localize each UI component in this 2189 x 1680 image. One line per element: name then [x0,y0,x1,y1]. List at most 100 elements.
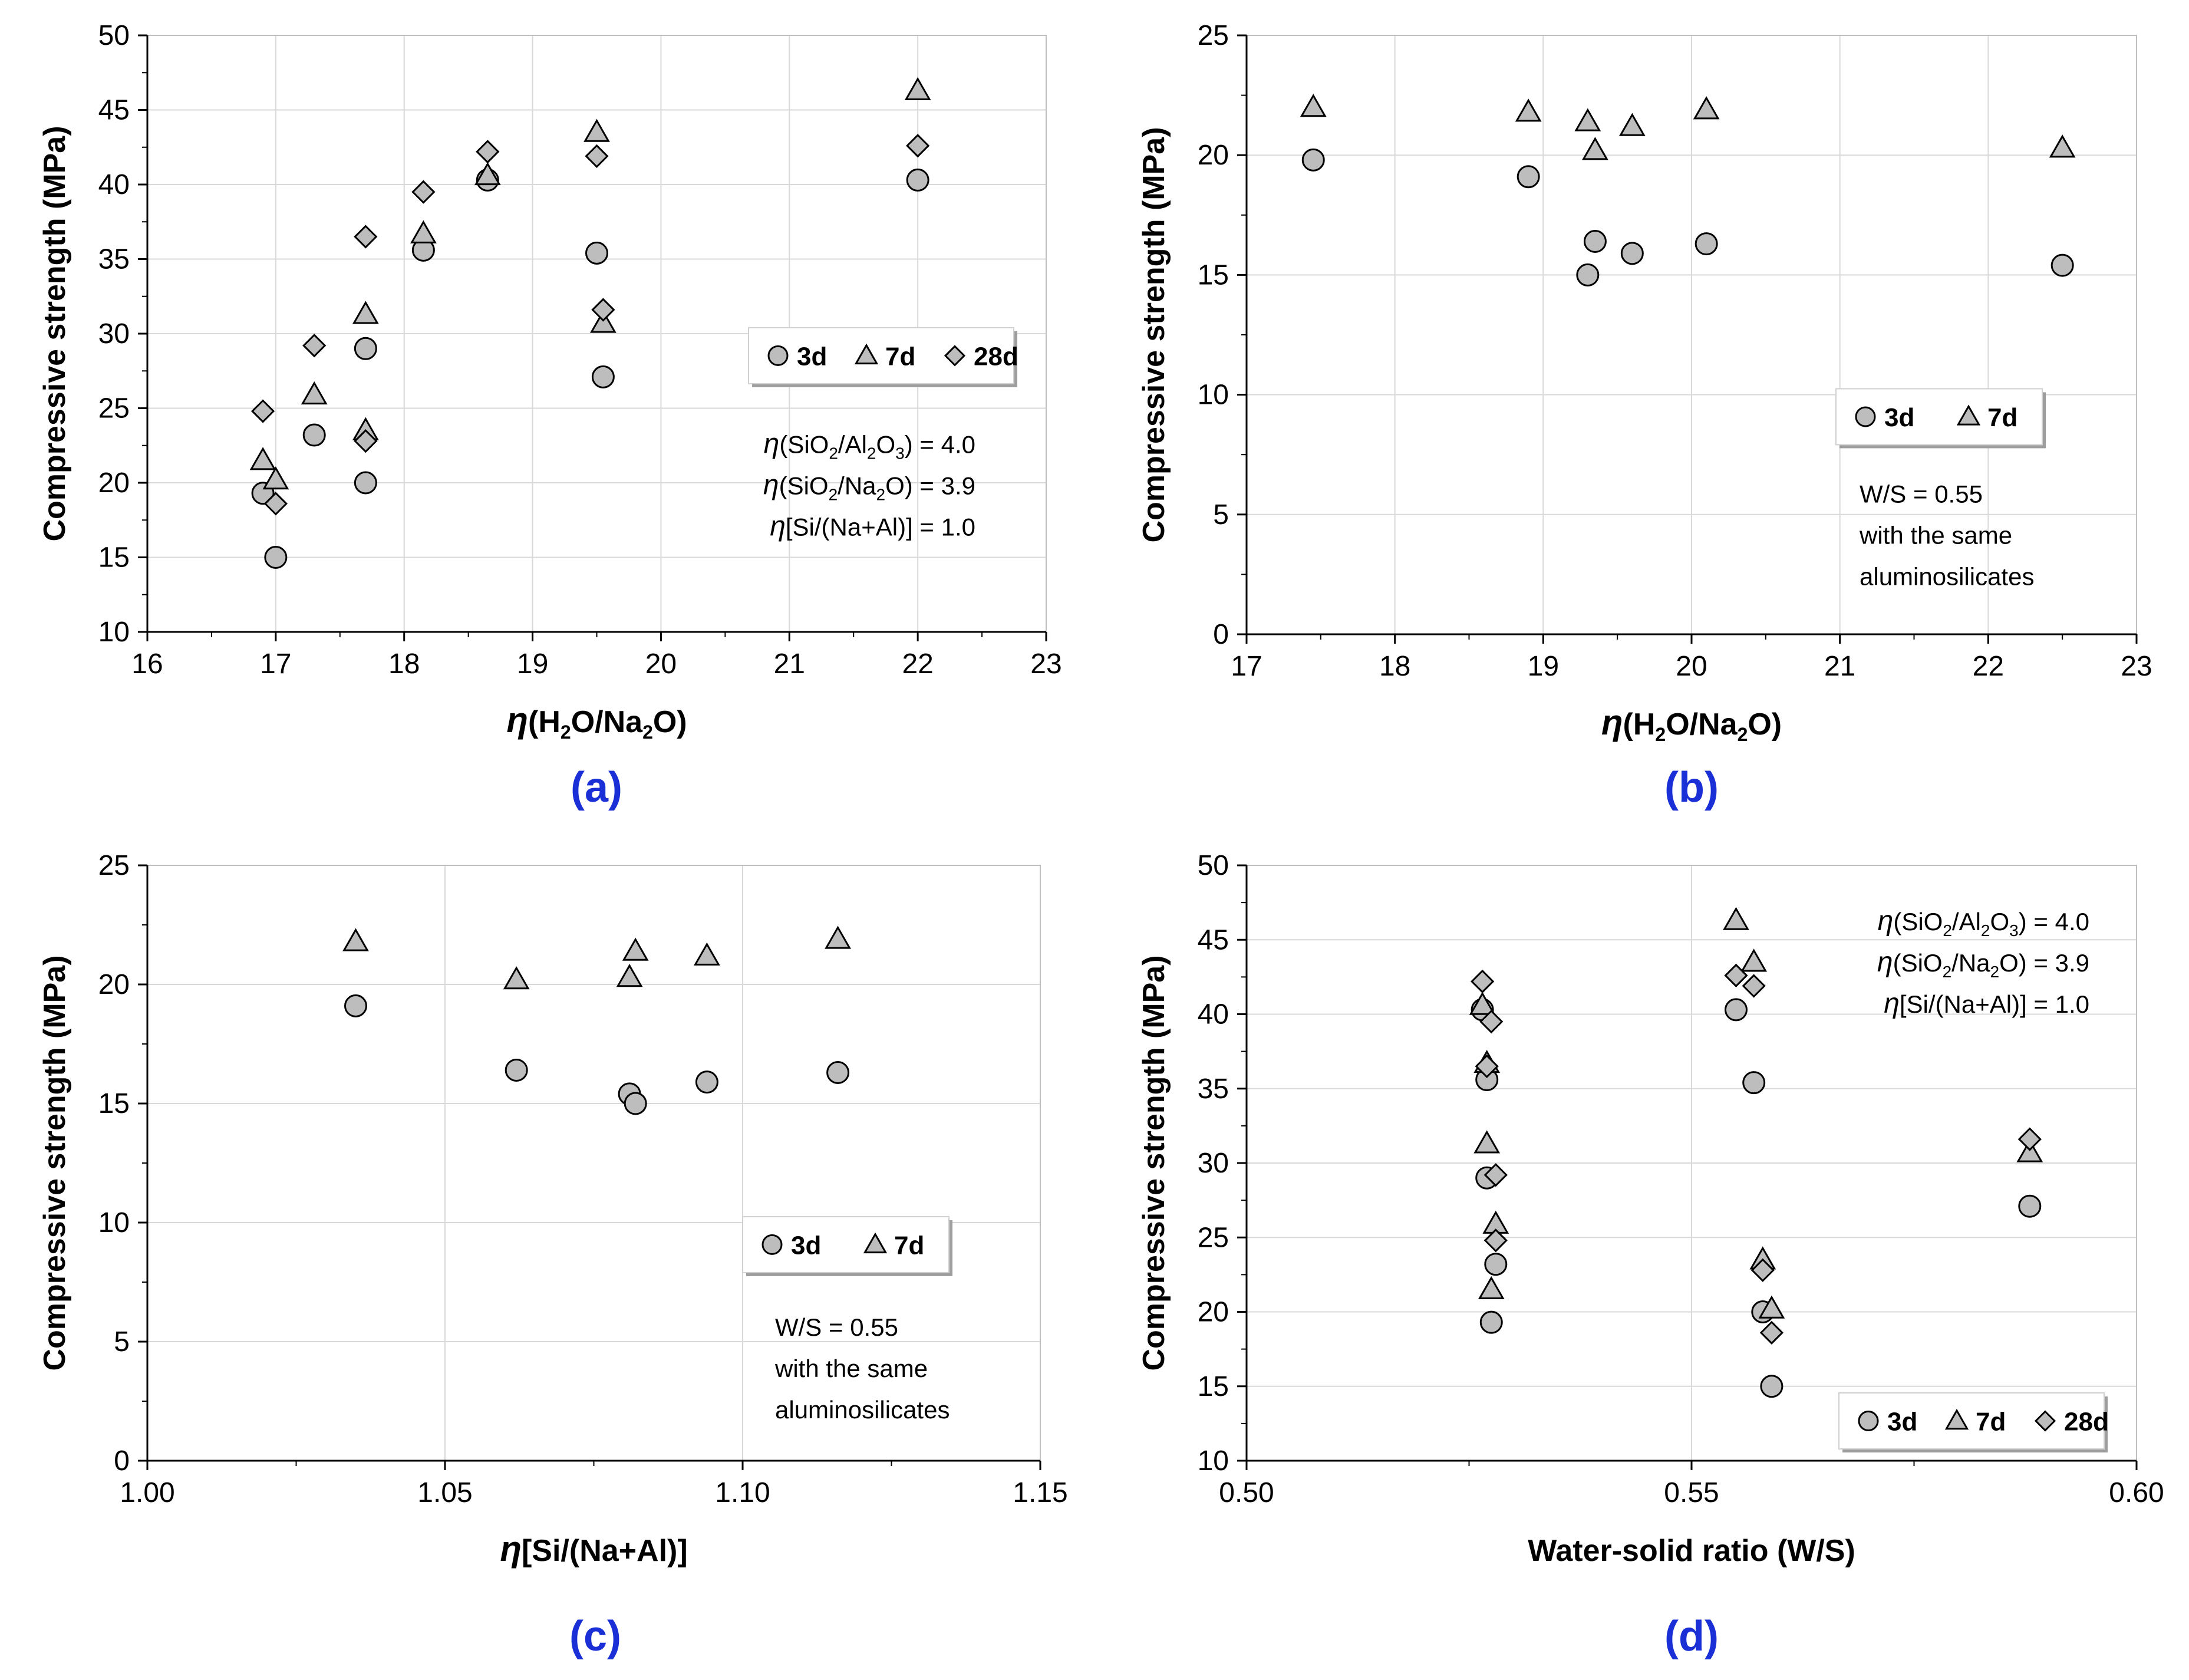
data-point-3d [344,994,367,1017]
legend-marker-28d [944,345,966,367]
x-tick-label: 19 [517,648,548,680]
data-point-28d [411,180,436,204]
y-tick-label: 10 [98,617,130,648]
data-point-28d [1724,963,1748,987]
legend-box [742,1215,950,1273]
data-point-3d [1583,230,1607,253]
legend-marker-7d [1956,404,1981,426]
data-point-7d [262,466,289,490]
annotation-line: η(SiO2/Al2O3) = 4.0 [764,428,975,462]
data-point-3d [585,241,608,265]
x-tick-label: 19 [1528,651,1559,682]
y-tick-label: 5 [114,1326,130,1358]
data-point-7d [503,966,530,990]
legend-marker-7d [1944,1408,1969,1430]
data-point-3d [354,337,377,360]
legend-marker-3d [1858,1411,1879,1431]
panel-label: (b) [1664,764,1719,811]
panel-d-chart: 0.50 0.55 0.60 10 15 20 25 30 35 40 45 50 Compressiv… [1137,850,2164,1660]
data-point-3d [1620,242,1644,265]
legend-marker-7d [854,343,879,365]
data-point-28d [476,140,500,164]
panel-label: (c) [569,1613,621,1660]
panel-a-chart: 16 17 18 19 20 21 22 23 10 15 20 25 30 35 40 45 50 Compre… [38,20,1062,811]
y-tick-label: 45 [98,95,130,126]
data-point-28d [354,225,378,249]
annotation-line: η(SiO2/Na2O) = 3.9 [763,469,975,503]
data-point-28d [1742,974,1766,998]
annotation-line: W/S = 0.55 [1860,480,1983,508]
data-point-7d [1469,991,1496,1015]
data-point-3d [1760,1375,1783,1398]
data-point-7d [301,381,328,405]
x-axis-label: η[Si/(Na+Al)] [500,1529,687,1569]
legend-label: 3d [1884,403,1914,432]
data-point-7d [825,925,851,949]
y-tick-label: 50 [98,20,130,51]
data-point-3d [826,1060,850,1084]
legend-label: 7d [894,1231,924,1260]
annotation-line: η[Si/(Na+Al)] = 1.0 [1884,988,2089,1019]
panel-label: (a) [571,764,622,811]
y-axis-label: Compressive strength (MPa) [1137,127,1171,542]
data-point-28d [354,429,378,453]
data-point-3d [1695,232,1718,256]
y-tick-label: 20 [98,467,130,499]
data-point-28d [1475,1054,1499,1078]
data-point-28d [1750,1258,1775,1282]
legend-marker-3d [767,345,789,366]
data-point-7d [1478,1276,1505,1299]
y-tick-label: 15 [1198,259,1229,291]
y-tick-label: 15 [1198,1371,1229,1402]
data-point-28d [2017,1127,2042,1151]
y-tick-label: 50 [1198,850,1229,881]
data-point-3d [302,423,326,447]
data-point-3d [624,1092,647,1115]
y-tick-label: 15 [98,542,130,574]
legend-marker-28d [2034,1410,2056,1432]
panel-c-chart: 1.00 1.05 1.10 1.15 0 5 10 15 20 25 Compressive st… [38,850,1068,1660]
x-tick-label: 20 [645,648,677,680]
data-point-7d [622,937,649,961]
annotation-line: η(SiO2/Na2O) = 3.9 [1877,947,2089,981]
annotation-line: with the same [774,1355,928,1382]
legend-marker-3d [761,1234,783,1255]
y-tick-label: 0 [114,1445,130,1477]
data-point-28d [250,399,275,423]
data-point-7d [1740,948,1768,972]
data-point-28d [263,492,288,516]
annotation-line: η(SiO2/Al2O3) = 4.0 [1878,905,2089,940]
data-point-7d [694,942,720,966]
data-point-28d [585,144,609,169]
legend-label: 3d [791,1231,821,1260]
data-point-3d [1517,165,1540,189]
data-point-7d [1300,94,1327,117]
legend-label: 28d [2064,1408,2109,1437]
y-tick-label: 35 [1198,1073,1229,1105]
legend-label: 7d [1987,403,2017,432]
x-tick-label: 18 [388,648,420,680]
y-tick-label: 5 [1213,499,1229,531]
data-point-28d [591,298,615,322]
y-axis-label: Compressive strength (MPa) [38,955,72,1371]
annotation-line: aluminosilicates [1860,562,2034,590]
x-tick-label: 17 [1231,651,1262,682]
data-point-7d [1515,98,1542,122]
y-tick-label: 10 [1198,1445,1229,1477]
panel-b-chart: 17 18 19 20 21 22 23 0 5 10 15 20 25 Compressive stre… [1137,20,2152,811]
y-tick-label: 20 [1198,1297,1229,1328]
data-point-7d [1693,96,1720,120]
y-tick-label: 20 [98,969,130,1000]
legend-label: 7d [885,342,915,371]
x-tick-label: 21 [774,648,805,680]
data-point-7d [1758,1295,1785,1319]
data-point-3d [906,168,929,192]
y-tick-label: 25 [1198,20,1229,51]
y-tick-label: 10 [98,1207,130,1238]
y-tick-label: 40 [98,169,130,200]
data-point-3d [505,1058,528,1082]
x-tick-label: 23 [1030,648,1061,680]
data-point-7d [904,77,931,100]
panel-label: (d) [1664,1613,1719,1660]
